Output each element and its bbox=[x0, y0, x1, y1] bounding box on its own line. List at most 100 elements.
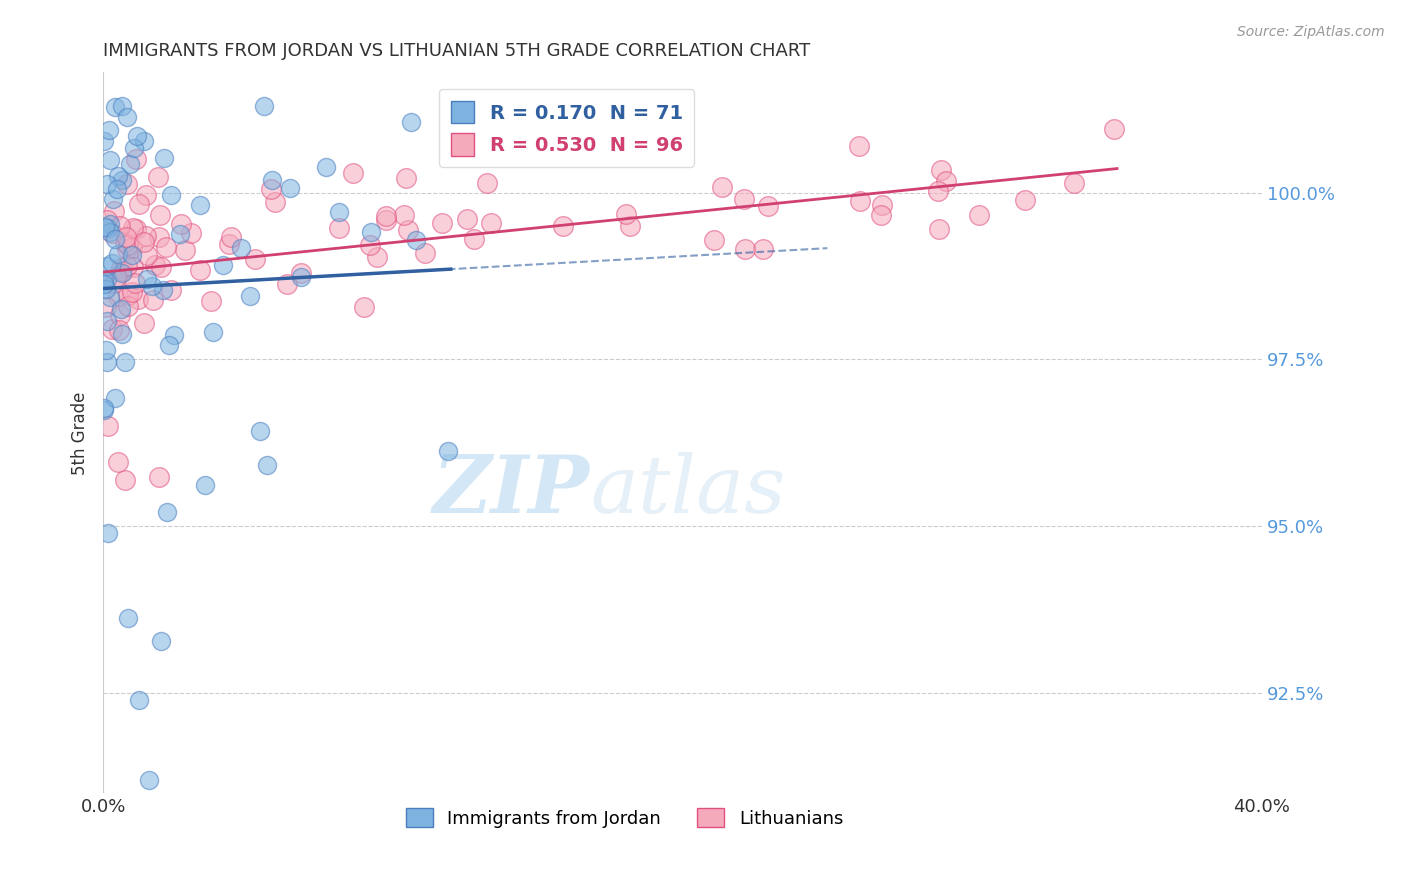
Point bbox=[239, 289, 262, 303]
Point bbox=[135, 248, 157, 262]
Point bbox=[180, 227, 202, 241]
Point bbox=[97, 221, 120, 235]
Point bbox=[121, 260, 143, 275]
Point bbox=[229, 241, 252, 255]
Point bbox=[870, 208, 893, 222]
Point bbox=[619, 219, 641, 233]
Point bbox=[117, 259, 139, 273]
Point bbox=[150, 260, 173, 274]
Point bbox=[128, 197, 150, 211]
Point bbox=[159, 338, 181, 352]
Point bbox=[848, 139, 870, 153]
Point bbox=[100, 225, 122, 239]
Point bbox=[479, 216, 502, 230]
Point bbox=[114, 235, 136, 249]
Point bbox=[463, 232, 485, 246]
Point bbox=[115, 243, 138, 257]
Point bbox=[94, 219, 117, 234]
Point bbox=[100, 153, 122, 167]
Point bbox=[152, 283, 174, 297]
Point bbox=[366, 250, 388, 264]
Point bbox=[249, 424, 271, 438]
Point bbox=[149, 633, 172, 648]
Point bbox=[117, 299, 139, 313]
Point bbox=[111, 264, 134, 278]
Point bbox=[200, 294, 222, 309]
Point bbox=[170, 217, 193, 231]
Point bbox=[342, 165, 364, 179]
Point bbox=[756, 199, 779, 213]
Point bbox=[928, 222, 950, 236]
Point bbox=[430, 216, 453, 230]
Point bbox=[870, 198, 893, 212]
Point bbox=[278, 181, 301, 195]
Point bbox=[96, 355, 118, 369]
Point bbox=[136, 272, 159, 286]
Point bbox=[253, 99, 276, 113]
Legend: Immigrants from Jordan, Lithuanians: Immigrants from Jordan, Lithuanians bbox=[399, 800, 851, 835]
Point bbox=[733, 192, 755, 206]
Point bbox=[256, 458, 278, 472]
Point bbox=[128, 693, 150, 707]
Point bbox=[929, 163, 952, 178]
Point bbox=[110, 261, 132, 276]
Point bbox=[114, 355, 136, 369]
Point bbox=[328, 220, 350, 235]
Point bbox=[155, 240, 177, 254]
Point bbox=[456, 211, 478, 226]
Point bbox=[108, 219, 131, 234]
Point bbox=[752, 242, 775, 256]
Text: Source: ZipAtlas.com: Source: ZipAtlas.com bbox=[1237, 25, 1385, 39]
Point bbox=[353, 300, 375, 314]
Point bbox=[125, 153, 148, 167]
Point bbox=[1063, 176, 1085, 190]
Point bbox=[94, 282, 117, 296]
Text: IMMIGRANTS FROM JORDAN VS LITHUANIAN 5TH GRADE CORRELATION CHART: IMMIGRANTS FROM JORDAN VS LITHUANIAN 5TH… bbox=[103, 42, 810, 60]
Point bbox=[156, 505, 179, 519]
Point bbox=[117, 288, 139, 302]
Point bbox=[117, 238, 139, 252]
Point bbox=[93, 402, 115, 417]
Point bbox=[375, 209, 398, 223]
Point bbox=[115, 230, 138, 244]
Point bbox=[103, 277, 125, 291]
Point bbox=[96, 272, 118, 286]
Point bbox=[97, 525, 120, 540]
Point bbox=[111, 266, 134, 280]
Point bbox=[125, 129, 148, 144]
Point bbox=[1014, 193, 1036, 207]
Point bbox=[148, 230, 170, 244]
Point bbox=[107, 455, 129, 469]
Point bbox=[121, 248, 143, 262]
Point bbox=[132, 134, 155, 148]
Point bbox=[212, 258, 235, 272]
Point bbox=[101, 226, 124, 240]
Point bbox=[551, 219, 574, 234]
Point bbox=[399, 114, 422, 128]
Point bbox=[475, 176, 498, 190]
Point bbox=[93, 401, 115, 416]
Point bbox=[849, 194, 872, 208]
Point bbox=[263, 195, 285, 210]
Point bbox=[107, 247, 129, 261]
Point bbox=[149, 208, 172, 222]
Text: atlas: atlas bbox=[589, 452, 785, 529]
Point bbox=[93, 277, 115, 292]
Point bbox=[114, 474, 136, 488]
Point bbox=[93, 273, 115, 287]
Point bbox=[122, 220, 145, 235]
Point bbox=[101, 256, 124, 270]
Point bbox=[1104, 122, 1126, 136]
Point bbox=[96, 212, 118, 227]
Point bbox=[96, 177, 118, 191]
Point bbox=[121, 285, 143, 299]
Point bbox=[104, 100, 127, 114]
Point bbox=[125, 221, 148, 235]
Point bbox=[107, 169, 129, 183]
Point bbox=[115, 177, 138, 191]
Point bbox=[111, 172, 134, 186]
Point bbox=[711, 180, 734, 194]
Point bbox=[160, 188, 183, 202]
Point bbox=[101, 192, 124, 206]
Point bbox=[219, 230, 242, 244]
